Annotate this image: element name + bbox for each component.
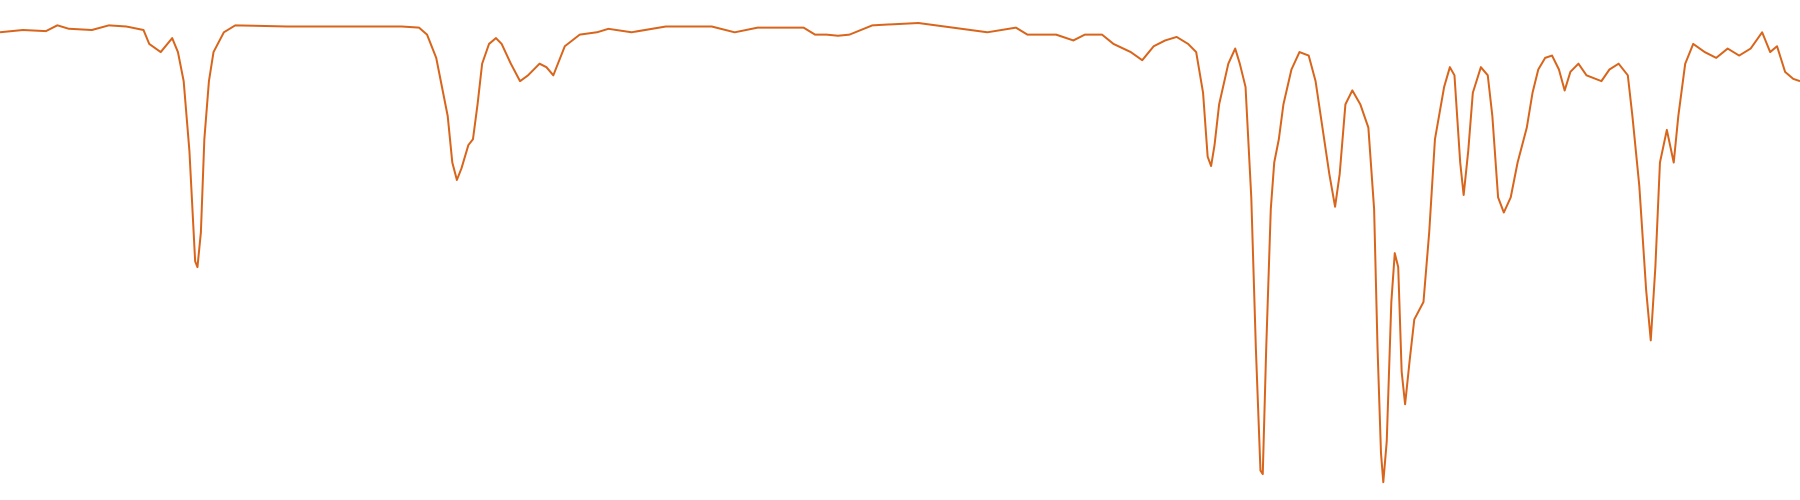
spectrum-line <box>0 22 1800 484</box>
